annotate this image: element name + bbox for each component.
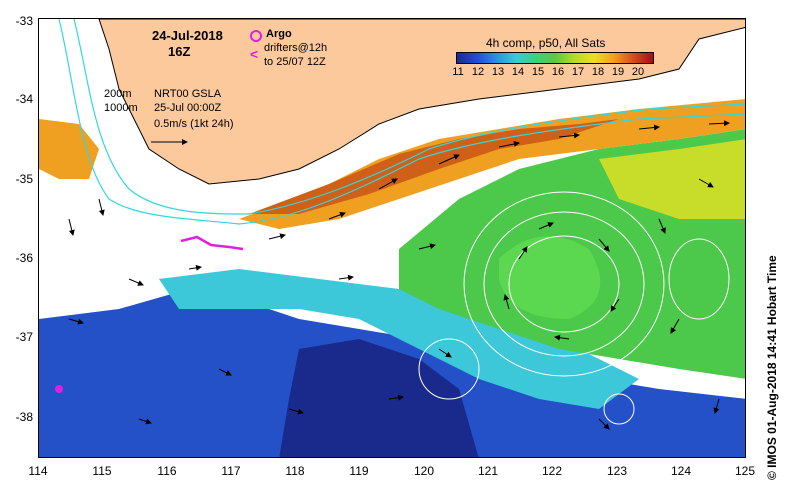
y-tick-38: -38 [15, 410, 33, 424]
y-tick-35: -35 [15, 172, 33, 186]
west-coast-warm [39, 119, 99, 179]
isobath-1000m-label: 1000m [104, 102, 138, 114]
cbar-tick-16: 16 [551, 66, 565, 78]
y-tick-37: -37 [15, 330, 33, 344]
colorbar-title: 4h comp, p50, All Sats [486, 36, 606, 50]
isobath-200m-label: 200m [104, 88, 132, 100]
velocity-arrows [68, 120, 730, 430]
sst-map[interactable] [38, 18, 746, 458]
drifter-tracks [180, 235, 244, 251]
x-tick-125: 125 [734, 464, 756, 478]
y-tick-36: -36 [15, 251, 33, 265]
sla-contours [418, 191, 730, 425]
drifter-legend-icon: < [250, 46, 259, 62]
y-tick-34: -34 [15, 92, 33, 106]
isobaths [58, 19, 745, 225]
cbar-tick-17: 17 [571, 66, 585, 78]
cbar-tick-11: 11 [452, 66, 464, 78]
info-line3: 0.5m/s (1kt 24h) [154, 118, 234, 130]
sst-map-canvas [39, 19, 745, 457]
colorbar [456, 52, 654, 64]
x-tick-124: 124 [670, 464, 692, 478]
y-tick-33: -33 [15, 14, 33, 28]
cyan-band [159, 269, 639, 409]
x-tick-116: 116 [157, 464, 177, 478]
cbar-tick-12: 12 [471, 66, 485, 78]
x-tick-114: 114 [28, 464, 48, 478]
drifters-legend-label: drifters@12h [264, 42, 328, 54]
credit-label: © IMOS 01-Aug-2018 14:41 Hobart Time [765, 255, 779, 480]
drifters-legend-label2: to 25/07 12Z [264, 56, 326, 68]
info-line2: 25-Jul 00:00Z [154, 102, 222, 114]
argo-legend-icon [250, 30, 262, 42]
argo-legend-label: Argo [266, 28, 292, 40]
warm-current-core [249, 119, 619, 214]
x-tick-122: 122 [541, 464, 563, 478]
x-tick-120: 120 [413, 464, 435, 478]
yellow-patch-east [599, 139, 745, 219]
x-tick-123: 123 [606, 464, 628, 478]
x-tick-117: 117 [221, 464, 241, 478]
cbar-tick-20: 20 [631, 66, 645, 78]
argo-float-marker[interactable] [55, 385, 63, 393]
info-line1: NRT00 GSLA [154, 88, 222, 100]
cbar-tick-14: 14 [511, 66, 525, 78]
cbar-tick-13: 13 [491, 66, 505, 78]
cbar-tick-15: 15 [531, 66, 545, 78]
eddy-core [499, 236, 601, 319]
x-tick-115: 115 [92, 464, 112, 478]
deep-blue-core [279, 339, 479, 457]
x-tick-121: 121 [477, 464, 499, 478]
cbar-tick-19: 19 [611, 66, 625, 78]
map-date: 24-Jul-2018 [152, 28, 223, 43]
cbar-tick-18: 18 [591, 66, 605, 78]
map-hour: 16Z [168, 44, 191, 59]
leeuwin-current-warm [239, 99, 745, 229]
x-tick-119: 119 [349, 464, 369, 478]
x-tick-118: 118 [285, 464, 305, 478]
